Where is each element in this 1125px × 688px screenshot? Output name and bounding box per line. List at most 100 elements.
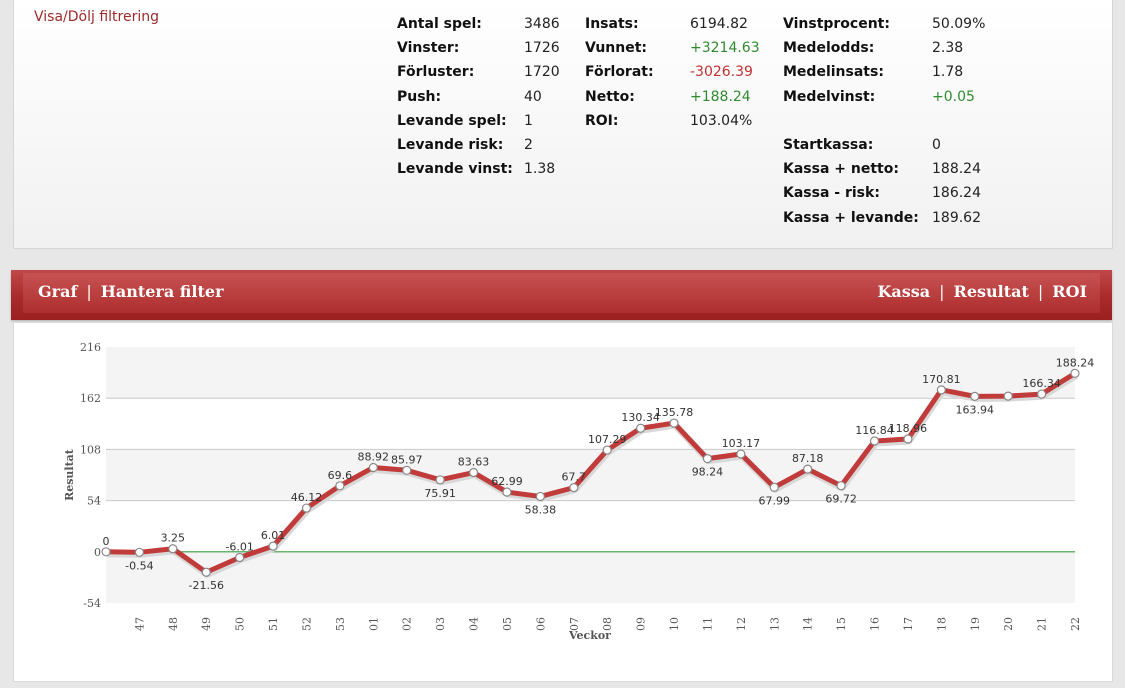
data-point	[803, 464, 813, 474]
tab-roi[interactable]: ROI	[1052, 282, 1087, 301]
stats-column-averages: Vinstprocent: 50.09% Medelodds: 2.38 Medelin…	[783, 12, 985, 230]
tab-hantera-filter[interactable]: Hantera filter	[100, 282, 224, 301]
stat-label: Kassa + netto:	[783, 161, 899, 178]
data-point	[936, 385, 946, 395]
stat-label: Levande risk:	[397, 136, 504, 153]
data-point	[235, 552, 245, 563]
x-tick-label: 47	[133, 617, 146, 631]
tab-resultat[interactable]: Resultat	[953, 282, 1029, 301]
data-point	[468, 467, 479, 478]
data-point	[869, 436, 880, 446]
x-tick-label: 10	[668, 617, 681, 631]
x-tick-label: 20	[1002, 617, 1015, 631]
data-point	[1036, 389, 1047, 399]
stat-row: Förlorat: -3026.39	[585, 60, 760, 84]
data-point	[602, 445, 612, 455]
data-label: 103.17	[722, 437, 761, 450]
data-label: -21.56	[189, 579, 224, 592]
data-label: 188.24	[1056, 356, 1095, 369]
data-point	[970, 391, 980, 401]
x-tick-label: 15	[835, 617, 848, 631]
data-point	[636, 423, 646, 433]
data-point	[435, 475, 445, 485]
stat-value: +3214.63	[690, 40, 760, 57]
stat-value: 186.24	[932, 185, 981, 202]
stat-label: Kassa - risk:	[783, 185, 880, 202]
stat-row: Vunnet: +3214.63	[585, 36, 760, 60]
x-tick-label: 18	[935, 617, 948, 631]
data-label: 87.18	[792, 452, 824, 465]
y-axis-title: Resultat	[63, 448, 76, 501]
stat-value: 0	[932, 136, 941, 153]
x-tick-label: 17	[902, 617, 915, 631]
stat-row: ROI: 103.04%	[585, 109, 760, 133]
data-label: 0	[103, 535, 110, 548]
stat-row: Levande spel: 1	[397, 109, 560, 133]
graph-header-bar	[11, 270, 1112, 320]
stat-row: Startkassa: 0	[783, 133, 985, 157]
stats-column-money: Insats: 6194.82 Vunnet: +3214.63 Förlorat: -3…	[585, 12, 760, 133]
stat-value: 103.04%	[690, 112, 753, 129]
stat-label: Levande spel:	[397, 112, 507, 129]
data-point	[1003, 391, 1013, 401]
x-tick-label: 53	[334, 617, 347, 631]
x-tick-label: 21	[1036, 617, 1049, 631]
tab-kassa[interactable]: Kassa	[877, 282, 931, 301]
data-point	[368, 462, 378, 473]
stat-value: 1726	[524, 40, 560, 57]
stat-row: Kassa - risk: 186.24	[783, 181, 985, 205]
stat-row: Push: 40	[397, 85, 560, 109]
x-tick-label: 05	[501, 617, 514, 631]
stat-value: 2	[524, 136, 533, 153]
toggle-filter-link[interactable]: Visa/Dölj filtrering	[34, 9, 159, 25]
y-tick-label: 0	[94, 546, 101, 559]
x-axis-title: Veckor	[568, 629, 611, 642]
data-label: 75.91	[424, 487, 456, 500]
data-label: 135.78	[655, 406, 694, 419]
stat-label: Förluster:	[397, 64, 475, 81]
data-point	[101, 547, 111, 557]
stat-row: Vinstprocent: 50.09%	[783, 12, 985, 36]
stat-row: Förluster: 1720	[397, 60, 560, 84]
separator: |	[1037, 282, 1044, 301]
grid-band	[106, 347, 1075, 399]
data-point	[702, 454, 713, 464]
data-label: 116.84	[855, 424, 894, 437]
stat-label: Vunnet:	[585, 40, 648, 57]
y-tick-label: -54	[83, 597, 101, 610]
stat-label: Förlorat:	[585, 64, 654, 81]
x-tick-label: 01	[367, 617, 380, 631]
x-tick-label: 19	[969, 617, 982, 631]
stat-row: Levande risk: 2	[397, 133, 560, 157]
stat-value: 1.78	[932, 64, 964, 81]
stat-label: Antal spel:	[397, 16, 482, 32]
data-point	[268, 541, 278, 551]
x-tick-label: 50	[234, 617, 247, 631]
x-tick-label: 48	[167, 617, 180, 631]
stat-value: 50.09%	[932, 16, 986, 32]
stat-value: -3026.39	[690, 64, 753, 81]
stat-row: Levande vinst: 1.38	[397, 157, 560, 181]
x-tick-label: 09	[635, 617, 648, 631]
data-label: 98.24	[692, 466, 724, 479]
stat-label: Push:	[397, 88, 442, 105]
x-tick-label: 11	[701, 617, 714, 631]
separator: |	[86, 282, 92, 301]
stat-label: Levande vinst:	[397, 161, 513, 178]
data-label: 69.72	[825, 493, 857, 506]
x-tick-label: 04	[468, 617, 481, 631]
stat-label: Kassa + levande:	[783, 209, 919, 226]
tab-graf[interactable]: Graf	[38, 282, 78, 301]
stat-value: 2.38	[932, 40, 964, 57]
x-tick-label: 49	[200, 617, 213, 631]
data-label: 69.6	[328, 469, 353, 482]
y-tick-label: 108	[80, 443, 101, 456]
stat-value: 1.38	[524, 161, 556, 178]
data-label: 46.12	[291, 491, 323, 504]
data-point	[769, 482, 779, 492]
data-label: 163.94	[956, 403, 995, 416]
data-point	[335, 481, 345, 491]
x-tick-label: 51	[267, 617, 280, 631]
stat-label: Medelinsats:	[783, 64, 884, 81]
data-label: 67.99	[759, 494, 791, 507]
